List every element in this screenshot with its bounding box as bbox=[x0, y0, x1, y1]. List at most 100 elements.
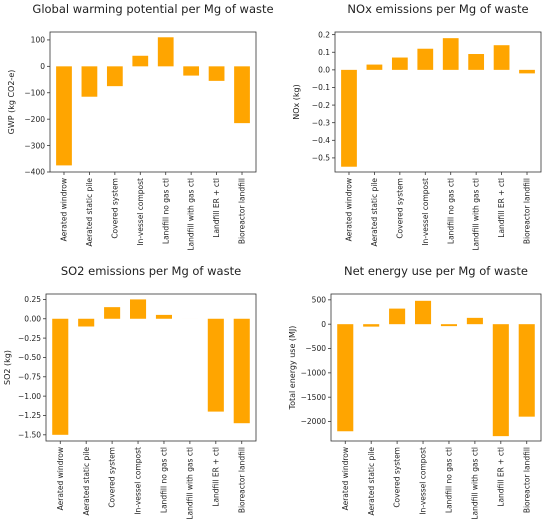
y-tick-label: −0.50 bbox=[18, 353, 41, 362]
y-tick-label: −2000 bbox=[301, 417, 327, 426]
x-category-label: In-vessel compost bbox=[134, 447, 143, 515]
x-category-label: Aerated static pile bbox=[370, 178, 379, 247]
bar bbox=[389, 308, 406, 325]
x-category-label: Landfill ER + ctl bbox=[212, 178, 221, 238]
x-category-label: Landfill ER + ctl bbox=[496, 447, 505, 507]
x-category-label: Landfill with gas ctl bbox=[187, 178, 196, 251]
y-tick-label: −200 bbox=[24, 115, 45, 124]
bar bbox=[440, 324, 457, 327]
x-category-label: Covered system bbox=[108, 447, 117, 508]
bar bbox=[518, 324, 535, 417]
x-category-label: In-vessel compost bbox=[419, 447, 428, 515]
chart-title: Net energy use per Mg of waste bbox=[344, 264, 528, 278]
x-category-label: Covered system bbox=[395, 178, 404, 239]
x-category-label: Landfill with gas ctl bbox=[470, 447, 479, 520]
chart-energy: Net energy use per Mg of waste Total ener… bbox=[288, 264, 542, 520]
y-tick-label: −1000 bbox=[301, 369, 327, 378]
bar bbox=[341, 69, 357, 167]
bar bbox=[366, 64, 383, 70]
bar bbox=[78, 318, 95, 327]
x-category-label: Bioreactor landfill bbox=[238, 178, 247, 244]
plot-frame bbox=[330, 293, 542, 442]
y-tick-label: 100 bbox=[31, 36, 46, 45]
y-axis-label: NOx (kg) bbox=[292, 84, 301, 120]
x-category-label: Landfill no gas ctl bbox=[445, 447, 454, 513]
y-tick-label: −500 bbox=[305, 344, 326, 353]
bar bbox=[468, 54, 485, 70]
bar bbox=[52, 318, 69, 435]
x-category-label: Landfill no gas ctl bbox=[446, 178, 455, 244]
y-tick-label: 0.1 bbox=[318, 48, 330, 57]
x-category-label: In-vessel compost bbox=[136, 178, 145, 246]
y-axis-label: Total energy use (MJ) bbox=[288, 326, 297, 411]
chart-title: SO2 emissions per Mg of waste bbox=[61, 264, 241, 278]
chart-title: NOx emissions per Mg of waste bbox=[347, 2, 528, 16]
y-tick-label: 0.0 bbox=[318, 66, 330, 75]
y-tick-label: 500 bbox=[312, 296, 327, 305]
x-category-label: Aerated windrow bbox=[341, 447, 350, 510]
x-category-label: In-vessel compost bbox=[421, 178, 430, 246]
y-tick-label: 0.25 bbox=[24, 295, 41, 304]
x-category-label: Aerated windrow bbox=[60, 178, 69, 241]
bar bbox=[466, 317, 483, 325]
x-category-label: Aerated static pile bbox=[85, 178, 94, 247]
x-category-label: Bioreactor landfill bbox=[522, 447, 531, 513]
bar bbox=[81, 66, 98, 97]
x-category-label: Landfill with gas ctl bbox=[185, 447, 194, 520]
bar bbox=[391, 57, 408, 70]
x-category-label: Landfill no gas ctl bbox=[161, 178, 170, 244]
x-category-label: Landfill with gas ctl bbox=[472, 178, 481, 251]
plot-frame bbox=[49, 31, 257, 173]
x-category-label: Bioreactor landfill bbox=[523, 178, 532, 244]
x-category-label: Landfill ER + ctl bbox=[497, 178, 506, 238]
x-category-label: Bioreactor landfill bbox=[237, 447, 246, 513]
y-tick-label: −0.5 bbox=[312, 154, 330, 163]
y-tick-label: −1.00 bbox=[18, 392, 41, 401]
bar bbox=[104, 307, 121, 319]
bar bbox=[234, 66, 250, 124]
y-tick-label: −100 bbox=[24, 88, 45, 97]
x-category-label: Covered system bbox=[110, 178, 119, 239]
bar bbox=[519, 69, 535, 74]
y-tick-label: −0.3 bbox=[312, 118, 330, 127]
y-axis-label: SO2 (kg) bbox=[3, 350, 12, 385]
x-category-label: Aerated static pile bbox=[367, 447, 376, 516]
bar bbox=[130, 299, 147, 319]
bar bbox=[56, 66, 72, 166]
x-category-label: Landfill no gas ctl bbox=[160, 447, 169, 513]
chart-so2: SO2 emissions per Mg of waste SO2 (kg) 0.2… bbox=[3, 264, 257, 520]
chart-nox: NOx emissions per Mg of waste NOx (kg) 0.2… bbox=[292, 2, 542, 251]
bar bbox=[208, 66, 225, 81]
y-tick-label: 0 bbox=[321, 320, 326, 329]
y-tick-label: −1500 bbox=[301, 393, 327, 402]
y-tick-label: −1.25 bbox=[18, 411, 41, 420]
bar bbox=[363, 324, 380, 327]
y-tick-label: 0 bbox=[40, 62, 45, 71]
plot-frame bbox=[45, 293, 257, 442]
bar bbox=[106, 66, 123, 87]
x-category-label: Covered system bbox=[393, 447, 402, 508]
bar bbox=[207, 318, 224, 412]
y-tick-label: −0.2 bbox=[312, 101, 330, 110]
bar bbox=[417, 48, 434, 70]
bar bbox=[337, 324, 354, 432]
y-tick-label: −0.4 bbox=[312, 136, 330, 145]
bar bbox=[415, 300, 432, 325]
x-category-label: Aerated windrow bbox=[56, 447, 65, 510]
y-tick-label: 0.2 bbox=[318, 30, 330, 39]
y-tick-label: −300 bbox=[24, 141, 45, 150]
x-category-label: Aerated static pile bbox=[82, 447, 91, 516]
y-tick-label: −0.25 bbox=[18, 334, 41, 343]
bar bbox=[493, 45, 510, 70]
y-tick-label: −1.50 bbox=[18, 431, 41, 440]
x-category-label: Landfill ER + ctl bbox=[211, 447, 220, 507]
bar bbox=[233, 318, 250, 424]
plot-frame bbox=[334, 31, 542, 173]
bar bbox=[132, 55, 149, 67]
y-tick-label: −0.1 bbox=[312, 83, 330, 92]
y-tick-label: −400 bbox=[24, 168, 45, 177]
bar bbox=[155, 314, 172, 319]
chart-gwp: Global warming potential per Mg of waste… bbox=[7, 2, 274, 251]
y-tick-label: −0.75 bbox=[18, 372, 41, 381]
